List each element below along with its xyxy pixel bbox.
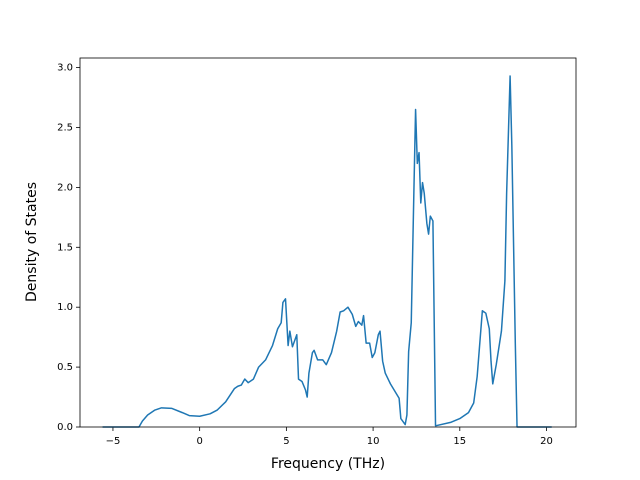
y-tick-label: 3.0 [57, 63, 73, 74]
y-tick-label: 1.0 [57, 302, 73, 313]
x-tick-label: 10 [367, 436, 380, 447]
x-tick-label: 5 [283, 436, 289, 447]
y-tick-label: 0.5 [57, 362, 73, 373]
y-tick-label: 0.0 [57, 422, 73, 433]
plot-frame [79, 57, 577, 428]
y-tick-label: 1.5 [57, 242, 73, 253]
dos-line [102, 75, 552, 428]
x-tick-label: 20 [540, 436, 553, 447]
x-tick-label: 15 [453, 436, 466, 447]
x-axis-label: Frequency (THz) [271, 456, 385, 472]
x-tick-label: 0 [196, 436, 202, 447]
y-tick-label: 2.5 [57, 122, 73, 133]
x-tick-label: −5 [106, 436, 121, 447]
y-tick-label: 2.0 [57, 182, 73, 193]
y-axis-label: Density of States [24, 182, 40, 302]
